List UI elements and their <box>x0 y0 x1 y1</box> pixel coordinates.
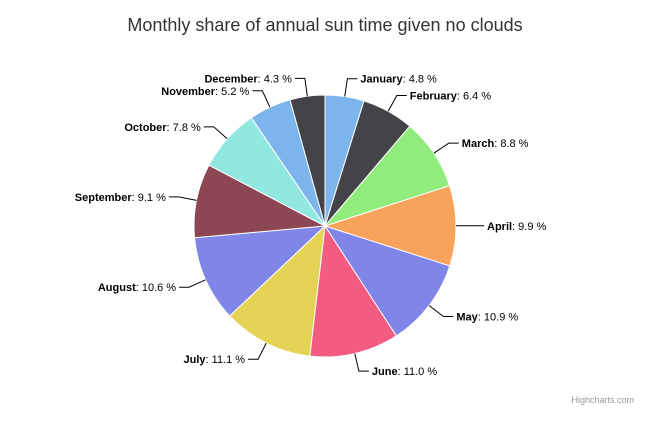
data-label-name: March <box>462 138 495 150</box>
data-label-december: December: 4.3 % <box>204 73 292 85</box>
data-label-value: : 9.1 % <box>132 192 166 204</box>
credits-link[interactable]: Highcharts.com <box>571 395 634 405</box>
data-label-november: November: 5.2 % <box>161 86 249 98</box>
data-label-may: May: 10.9 % <box>456 312 518 324</box>
data-label-name: January <box>360 74 403 86</box>
data-label-value: : 11.0 % <box>398 366 438 378</box>
data-label-june: June: 11.0 % <box>372 366 437 378</box>
data-label-name: November <box>161 86 216 98</box>
data-label-february: February: 6.4 % <box>410 91 492 103</box>
pie-slice-august[interactable] <box>194 225 326 317</box>
data-label-name: October <box>124 122 167 134</box>
data-label-name: July <box>184 354 207 366</box>
label-connector-february <box>387 95 407 112</box>
data-label-value: : 6.4 % <box>457 91 491 103</box>
data-label-value: : 4.8 % <box>403 74 437 86</box>
label-connector-march <box>433 142 459 154</box>
data-label-value: : 9.9 % <box>512 221 546 233</box>
data-label-name: August <box>98 282 136 294</box>
label-connector-november <box>252 90 271 108</box>
data-label-march: March: 8.8 % <box>462 138 529 150</box>
data-label-value: : 11.1 % <box>206 354 246 366</box>
data-label-name: December <box>204 73 258 85</box>
label-connector-august <box>179 279 206 288</box>
label-connector-may <box>428 305 454 317</box>
pie-slice-july[interactable] <box>229 225 326 357</box>
pie-slices <box>193 94 457 358</box>
label-connector-december <box>294 77 308 97</box>
data-label-value: : 4.3 % <box>258 73 292 85</box>
chart-title: Monthly share of annual sun time given n… <box>127 15 522 35</box>
data-label-october: October: 7.8 % <box>124 122 201 134</box>
data-label-january: January: 4.8 % <box>360 74 437 86</box>
data-label-value: : 8.8 % <box>494 138 528 150</box>
data-label-name: April <box>487 221 512 233</box>
data-label-value: : 10.9 % <box>478 312 519 324</box>
pie-slice-april[interactable] <box>324 185 457 267</box>
label-connector-june <box>354 353 369 372</box>
data-label-name: September <box>75 192 133 204</box>
pie-slice-june[interactable] <box>309 225 397 358</box>
pie-slice-december[interactable] <box>289 94 326 227</box>
data-label-name: June <box>372 366 398 378</box>
label-connector-september <box>168 196 197 201</box>
label-connector-july <box>248 342 267 360</box>
label-connector-january <box>344 78 358 97</box>
label-connector-october <box>203 126 228 140</box>
label-connectors <box>168 77 484 372</box>
data-label-value: : 10.6 % <box>136 282 177 294</box>
data-label-august: August: 10.6 % <box>98 282 176 294</box>
data-label-value: : 7.8 % <box>167 122 201 134</box>
data-label-name: February <box>410 91 458 103</box>
data-label-name: May <box>456 312 478 324</box>
slice-labels: January: 4.8 % February: 6.4 % March: 8.8 … <box>75 73 547 378</box>
data-label-july: July: 11.1 % <box>184 354 246 366</box>
data-label-april: April: 9.9 % <box>487 221 547 233</box>
data-label-value: : 5.2 % <box>215 86 249 98</box>
data-label-september: September: 9.1 % <box>75 192 166 204</box>
